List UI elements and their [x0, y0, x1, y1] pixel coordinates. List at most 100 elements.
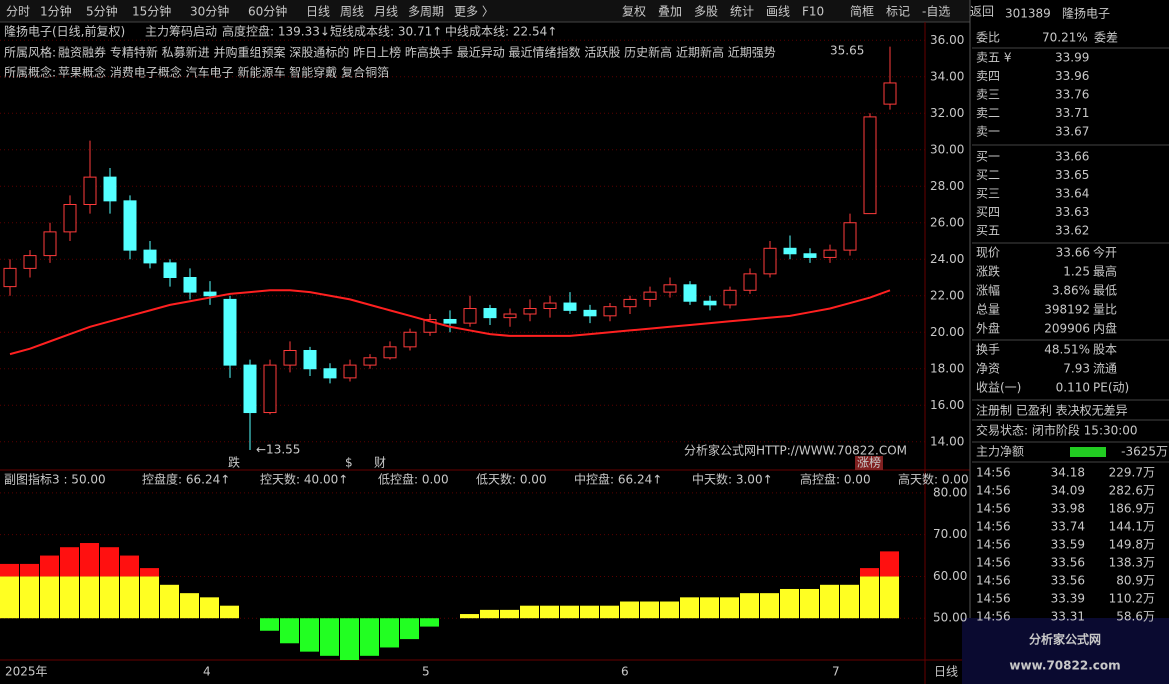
indicator-bar [580, 605, 599, 619]
indicator-bar [100, 576, 119, 619]
trade-time: 14:56 [976, 466, 1011, 480]
bid-label: 买四 [976, 205, 1000, 219]
indicator-bar [120, 576, 139, 619]
candle-body [563, 302, 577, 311]
toolbar-button[interactable]: 日线 [306, 5, 330, 19]
indicator-bar [780, 588, 799, 619]
ask-label: 卖五 ¥ [976, 51, 1012, 65]
indicator-bar [60, 547, 79, 577]
stat-label: 量比 [1093, 303, 1117, 317]
candle-body [163, 262, 177, 278]
trade-volume: 138.3万 [1109, 556, 1155, 570]
toolbar-button[interactable]: 简框 [850, 5, 874, 19]
stat-label: 涨幅 [976, 283, 1000, 298]
indicator-info: 高天数: 0.00 [898, 472, 969, 487]
bid-price: 33.62 [1055, 224, 1089, 238]
stat-value: 33.66 [1056, 246, 1090, 260]
y-tick-label: 36.00 [930, 33, 964, 47]
toolbar-button[interactable]: 分时 [6, 5, 30, 19]
candle-body [703, 300, 717, 306]
stat-value: 7.93 [1063, 362, 1090, 376]
x-tick-label: 4 [203, 665, 211, 679]
y-tick-label: 70.00 [933, 527, 967, 541]
net-label: 主力净额 [976, 445, 1024, 459]
toolbar-button[interactable]: 1分钟 [40, 4, 72, 19]
y-tick-label: 26.00 [930, 215, 964, 229]
indicator-info: 控盘度: 66.24↑ [142, 472, 230, 487]
stat-label: 涨跌 [976, 264, 1000, 279]
trade-price: 33.56 [1051, 574, 1085, 588]
info-item: 高度控盘: 139.33↓ [222, 24, 330, 39]
toolbar-button[interactable]: 5分钟 [86, 4, 118, 19]
candle-body [123, 200, 137, 251]
toolbar-button[interactable]: 叠加 [658, 5, 682, 19]
toolbar-button[interactable]: F10 [802, 5, 824, 19]
indicator-bar [420, 618, 439, 627]
toolbar-button[interactable]: 复权 [622, 5, 646, 19]
style-label: 所属风格: [4, 45, 56, 60]
label: 委比 [976, 31, 1000, 45]
high-mark: 35.65 [830, 44, 864, 58]
stat-value: 3.86% [1052, 284, 1090, 298]
name: 隆扬电子 [1062, 6, 1110, 21]
indicator-bar [300, 618, 319, 652]
toolbar-button[interactable]: 更多 〉 [454, 5, 494, 19]
trade-time: 14:56 [976, 502, 1011, 516]
candle-body [623, 298, 637, 308]
bid-price: 33.63 [1055, 205, 1089, 219]
candle-body [663, 284, 677, 293]
indicator-bar [220, 605, 239, 619]
trade-volume: 186.9万 [1109, 502, 1155, 516]
toolbar-button[interactable]: 月线 [374, 5, 398, 19]
ask-price: 33.71 [1055, 106, 1089, 120]
toolbar-button[interactable]: 周线 [340, 5, 364, 19]
stat-label: 换手 [976, 343, 1000, 357]
candle-body [303, 350, 317, 370]
toolbar-button[interactable]: 60分钟 [248, 4, 287, 19]
indicator-bar [640, 601, 659, 619]
indicator-bar [520, 605, 539, 619]
candle-body [583, 309, 597, 317]
stat-label: 流通 [1093, 362, 1117, 376]
candle-body [503, 313, 517, 319]
label: 委差 [1094, 31, 1118, 45]
indicator-bar [760, 593, 779, 619]
indicator-bar [80, 576, 99, 619]
indicator-bar [860, 576, 879, 619]
indicator-bar [260, 618, 279, 631]
toolbar-button[interactable]: 统计 [730, 5, 754, 19]
indicator-bar [840, 584, 859, 619]
toolbar-button[interactable]: 返回 [970, 5, 994, 19]
info-item: 中线成本线: 22.54↑ [445, 24, 557, 39]
candle-body [103, 176, 117, 202]
candle-body [883, 82, 897, 105]
candle-body [763, 247, 777, 275]
trade-price: 34.18 [1051, 466, 1085, 480]
toolbar-button[interactable]: 15分钟 [132, 4, 171, 19]
indicator-bar [500, 609, 519, 619]
toolbar-button[interactable]: 30分钟 [190, 4, 229, 19]
toolbar-button[interactable]: 画线 [766, 5, 790, 19]
stat-label: 内盘 [1093, 321, 1117, 336]
toolbar-button[interactable]: 多股 [694, 5, 718, 19]
trade-time: 14:56 [976, 592, 1011, 606]
toolbar-button[interactable]: 多周期 [408, 5, 444, 19]
code: 301389 [1005, 7, 1051, 21]
candle-body [403, 331, 417, 348]
stat-value: 1.25 [1063, 265, 1090, 279]
toolbar-button[interactable]: 标记 [886, 5, 910, 19]
y-tick-label: 22.00 [930, 288, 964, 302]
indicator-bar [560, 605, 579, 619]
trade-price: 33.31 [1051, 610, 1085, 624]
indicator-bar [160, 584, 179, 619]
candle-body [823, 249, 837, 258]
y-tick-label: 16.00 [930, 398, 964, 412]
toolbar-button[interactable]: -自选 [922, 5, 950, 19]
indicator-bar [340, 618, 359, 660]
indicator-bar [620, 601, 639, 619]
period: 日线 [934, 665, 958, 679]
indicator-bar [800, 588, 819, 619]
indicator-bar [720, 597, 739, 619]
stat-label: 现价 [976, 246, 1000, 260]
candle-body [783, 247, 797, 255]
